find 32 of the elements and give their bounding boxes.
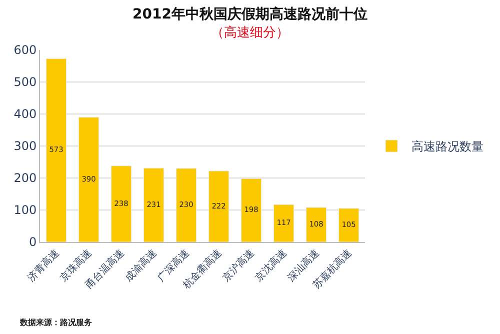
y-tick-label: 200 (14, 171, 37, 186)
data-label: 573 (49, 145, 64, 154)
data-label: 198 (244, 205, 259, 214)
bar (338, 208, 360, 242)
bar (240, 178, 262, 242)
data-label: 108 (309, 220, 324, 229)
bar (78, 116, 100, 242)
data-label: 117 (276, 218, 292, 228)
y-tick-label: 600 (14, 43, 37, 58)
data-label: 390 (82, 174, 96, 184)
data-label: 105 (342, 220, 356, 230)
chart-title: 2012年中秋国庆假期高速路况前十位 (132, 5, 368, 22)
y-tick-label: 500 (14, 75, 37, 90)
bar (110, 166, 132, 242)
y-tick-label: 300 (14, 139, 37, 154)
y-tick-label: 100 (14, 203, 37, 218)
bar (208, 170, 230, 242)
bar (306, 207, 327, 242)
bar (143, 168, 164, 242)
data-label: 238 (114, 198, 129, 208)
data-label: 231 (146, 200, 162, 209)
chart-subtitle: （高速细分） (211, 24, 289, 41)
bar (176, 168, 197, 242)
bar (46, 58, 67, 242)
source-note: 数据来源：路况服务 (19, 318, 92, 327)
bar (273, 204, 294, 242)
x-tick-label: 成渝高速 (122, 247, 160, 284)
data-label: 230 (179, 200, 194, 210)
legend-label: 高速路况数量 (412, 140, 484, 154)
data-label: 222 (212, 201, 226, 210)
y-tick-label: 400 (14, 107, 37, 122)
y-tick-label: 0 (28, 235, 37, 250)
